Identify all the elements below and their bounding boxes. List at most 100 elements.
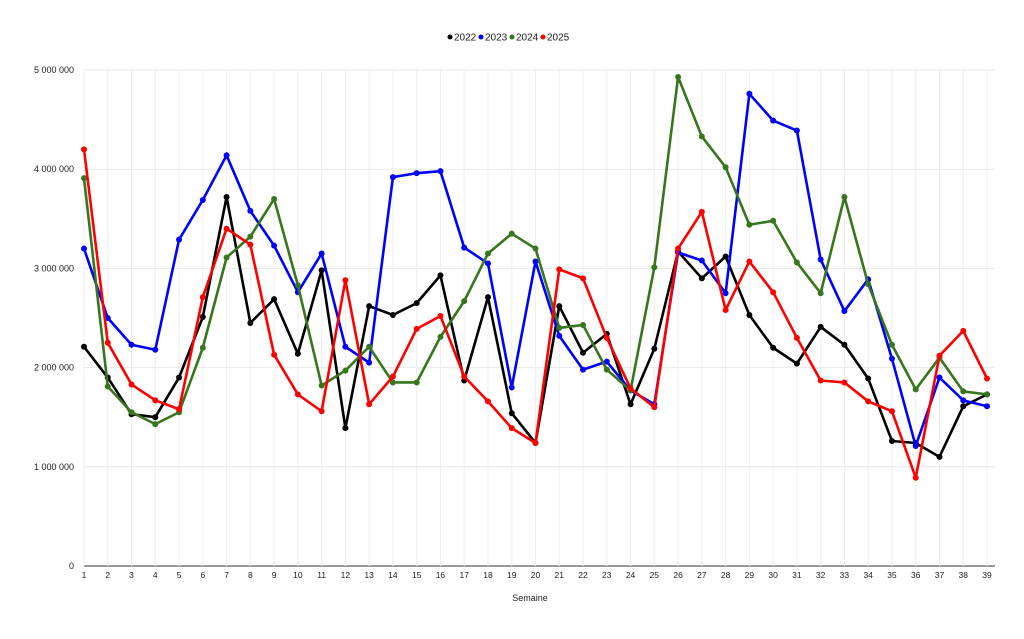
- data-point: [651, 264, 658, 271]
- data-point: [817, 377, 824, 384]
- data-point: [176, 374, 183, 381]
- x-tick-label: 31: [792, 570, 802, 580]
- legend-marker-2024: [509, 34, 515, 40]
- data-point: [580, 366, 587, 373]
- data-point: [984, 403, 990, 410]
- data-point: [342, 425, 349, 432]
- legend-label-2025: 2025: [547, 33, 570, 44]
- data-point: [651, 404, 658, 411]
- grid-lines: [83, 69, 995, 567]
- x-tick-label: 9: [272, 570, 277, 580]
- x-tick-label: 11: [317, 570, 326, 580]
- x-tick-label: 23: [602, 570, 612, 580]
- x-axis-ticks: 1 2 3 4 5 6 7 8 9 10 11 12 13 14 15 16 17 18 19 20 21 22 23 24 2…: [82, 570, 992, 580]
- data-point: [366, 343, 373, 350]
- data-point: [888, 355, 895, 362]
- x-tick-label: 14: [388, 570, 398, 580]
- data-point: [793, 334, 800, 341]
- data-point: [437, 333, 444, 340]
- data-point: [888, 408, 895, 415]
- data-point: [865, 375, 872, 382]
- data-point: [722, 307, 729, 314]
- data-point: [152, 346, 159, 353]
- x-tick-label: 38: [959, 570, 969, 580]
- data-point: [461, 298, 468, 305]
- data-point: [532, 258, 539, 265]
- data-point: [936, 374, 943, 381]
- data-point: [199, 344, 206, 351]
- data-point: [199, 196, 206, 203]
- x-tick-label: 39: [982, 570, 992, 580]
- data-point: [793, 127, 800, 134]
- data-point: [770, 289, 777, 296]
- data-point: [770, 344, 777, 351]
- x-axis-label: Semaine: [512, 593, 548, 603]
- x-tick-label: 17: [459, 570, 469, 580]
- data-point: [223, 152, 230, 159]
- data-point: [865, 398, 872, 405]
- data-point: [960, 397, 967, 404]
- data-point: [461, 244, 468, 251]
- data-point: [152, 414, 159, 421]
- data-point: [247, 207, 254, 214]
- y-tick-label: 0: [69, 561, 74, 571]
- data-point: [104, 339, 111, 346]
- data-point: [342, 277, 349, 284]
- series-2023: [81, 90, 990, 449]
- data-point: [698, 208, 705, 215]
- data-point: [675, 245, 682, 252]
- data-point: [770, 117, 777, 124]
- y-tick-label: 2 000 000: [34, 363, 74, 373]
- data-point: [81, 146, 87, 153]
- x-tick-label: 1: [82, 570, 87, 580]
- data-point: [556, 332, 563, 339]
- data-point: [104, 315, 111, 321]
- data-point: [841, 341, 848, 348]
- data-point: [223, 254, 230, 261]
- data-point: [128, 381, 135, 388]
- x-tick-label: 5: [177, 570, 182, 580]
- x-tick-label: 15: [412, 570, 422, 580]
- x-tick-label: 35: [887, 570, 897, 580]
- x-tick-label: 29: [745, 570, 755, 580]
- x-tick-label: 6: [200, 570, 205, 580]
- x-tick-label: 24: [626, 570, 636, 580]
- data-point: [508, 384, 515, 391]
- data-point: [865, 281, 872, 288]
- x-tick-label: 33: [840, 570, 850, 580]
- data-point: [556, 303, 563, 310]
- data-point: [984, 375, 990, 382]
- data-point: [366, 359, 373, 366]
- data-point: [888, 438, 895, 445]
- data-point: [960, 403, 967, 410]
- data-point: [271, 296, 278, 303]
- data-point: [817, 323, 824, 330]
- data-point: [389, 174, 396, 181]
- series-2025: [81, 146, 990, 481]
- data-point: [223, 193, 230, 200]
- data-point: [603, 358, 610, 365]
- x-tick-label: 21: [555, 570, 565, 580]
- data-point: [960, 327, 967, 334]
- data-point: [318, 382, 325, 389]
- x-tick-label: 10: [293, 570, 303, 580]
- data-point: [556, 266, 563, 273]
- legend-label-2023: 2023: [485, 33, 508, 44]
- x-tick-label: 34: [863, 570, 873, 580]
- data-point: [413, 379, 420, 386]
- data-point: [888, 341, 895, 348]
- data-point: [580, 275, 587, 282]
- x-tick-label: 28: [721, 570, 731, 580]
- legend-label-2024: 2024: [516, 33, 539, 44]
- data-point: [152, 397, 159, 404]
- data-point: [413, 170, 420, 177]
- data-point: [223, 225, 230, 232]
- data-point: [247, 319, 254, 326]
- data-point: [580, 321, 587, 328]
- data-point: [81, 175, 87, 182]
- data-point: [793, 360, 800, 367]
- data-point: [294, 391, 301, 398]
- data-point: [389, 373, 396, 380]
- data-point: [437, 272, 444, 279]
- data-point: [437, 168, 444, 175]
